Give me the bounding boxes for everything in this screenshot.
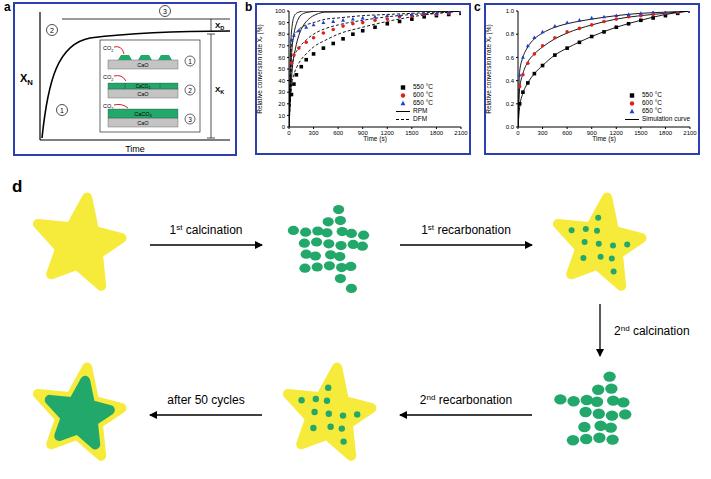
svg-text:3: 3	[163, 8, 167, 15]
svg-text:0.4: 0.4	[506, 78, 515, 84]
svg-text:1500: 1500	[405, 130, 419, 136]
svg-text:1200: 1200	[609, 130, 623, 137]
svg-text:60: 60	[278, 55, 285, 61]
svg-text:3: 3	[188, 116, 192, 123]
svg-text:1st recarbonation: 1st recarbonation	[421, 223, 511, 237]
svg-text:10: 10	[278, 113, 285, 119]
html-text:Simulation curve: Simulation curve	[642, 115, 691, 123]
svg-text:b: b	[245, 0, 252, 14]
svg-text:1800: 1800	[430, 130, 444, 136]
svg-text:2nd calcination: 2nd calcination	[614, 324, 690, 338]
svg-text:Time: Time	[125, 144, 145, 154]
html-text:550 °C: 550 °C	[413, 83, 433, 91]
svg-text:40: 40	[278, 78, 285, 84]
svg-text:CO2: CO2	[103, 45, 113, 53]
svg-text:0: 0	[516, 130, 520, 136]
svg-text:50: 50	[278, 66, 285, 72]
svg-text:CaO: CaO	[137, 120, 149, 126]
svg-text:30: 30	[278, 89, 285, 95]
html-text:Time (s): Time (s)	[363, 135, 387, 142]
svg-text:100: 100	[275, 8, 286, 14]
svg-text:CaO: CaO	[137, 91, 149, 97]
svg-text:1: 1	[188, 58, 192, 65]
html-text:Relative conversion rate Xᵣ (%: Relative conversion rate Xᵣ (%)	[485, 24, 492, 114]
svg-text:2100: 2100	[454, 130, 468, 136]
svg-text:XD: XD	[215, 21, 224, 31]
svg-text:0.2: 0.2	[506, 101, 515, 107]
svg-text:after 50 cycles: after 50 cycles	[167, 393, 244, 407]
svg-text:a: a	[8, 0, 11, 14]
svg-text:XK: XK	[215, 85, 224, 95]
html-text:600 °C: 600 °C	[642, 99, 662, 107]
svg-text:2100: 2100	[683, 130, 697, 136]
svg-text:0: 0	[282, 124, 286, 130]
html-text:DFM: DFM	[413, 115, 428, 123]
svg-text:CO2: CO2	[103, 103, 114, 111]
svg-text:2: 2	[50, 27, 54, 34]
svg-text:600: 600	[333, 130, 344, 136]
svg-text:1800: 1800	[659, 130, 673, 136]
svg-text:900: 900	[586, 130, 597, 137]
svg-text:70: 70	[278, 43, 285, 49]
html-text:RPM: RPM	[413, 107, 428, 115]
html-text:650 °C: 650 °C	[642, 107, 662, 115]
svg-text:0.6: 0.6	[506, 55, 515, 61]
svg-text:0.8: 0.8	[506, 31, 515, 37]
svg-text:1: 1	[60, 107, 64, 114]
svg-text:300: 300	[309, 130, 320, 136]
svg-text:1200: 1200	[380, 130, 394, 137]
svg-text:c: c	[474, 0, 481, 14]
svg-text:1.0: 1.0	[506, 8, 515, 14]
svg-text:CaCO3: CaCO3	[134, 111, 151, 119]
svg-text:1st calcination: 1st calcination	[170, 223, 243, 237]
svg-text:2nd recarbonation: 2nd recarbonation	[420, 393, 512, 407]
svg-text:20: 20	[278, 101, 285, 107]
svg-text:2: 2	[188, 87, 192, 94]
svg-text:0.0: 0.0	[506, 124, 515, 130]
svg-text:CaCO3: CaCO3	[136, 84, 151, 90]
html-text:650 °C: 650 °C	[413, 99, 433, 107]
html-text:Relative conversion rate Xᵣ (%: Relative conversion rate Xᵣ (%)	[256, 24, 263, 114]
svg-text:1500: 1500	[634, 130, 648, 136]
svg-text:0: 0	[287, 130, 291, 136]
svg-text:300: 300	[538, 130, 549, 136]
svg-text:d: d	[12, 177, 22, 196]
svg-text:900: 900	[357, 130, 368, 137]
svg-text:600: 600	[562, 130, 573, 136]
svg-text:90: 90	[278, 20, 285, 26]
html-text:550 °C: 550 °C	[642, 91, 662, 99]
svg-text:80: 80	[278, 31, 285, 37]
svg-text:XN: XN	[20, 72, 33, 87]
svg-text:CO2: CO2	[103, 74, 113, 82]
html-text:600 °C: 600 °C	[413, 91, 433, 99]
svg-text:CaO: CaO	[137, 62, 149, 68]
html-text:Time (s): Time (s)	[592, 135, 616, 142]
